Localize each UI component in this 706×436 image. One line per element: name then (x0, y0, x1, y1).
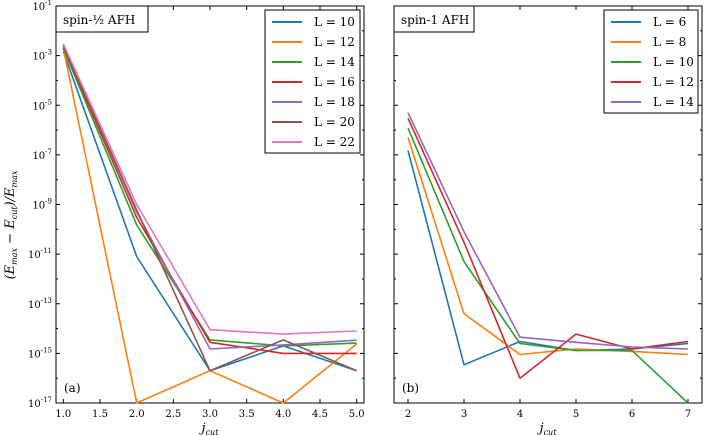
panel-a-series-line-7 (62, 43, 357, 335)
panel-a-x-tick-label: 2.5 (165, 409, 181, 420)
panel-b-legend-label: L = 14 (653, 95, 694, 109)
panel-a-legend-label: L = 20 (314, 115, 355, 129)
panel-b-x-tick-label: 2 (405, 409, 411, 420)
panel-a-y-tick-label: 10-17 (28, 396, 52, 410)
panel-a-series-group (62, 43, 358, 404)
panel-a-x-tick-label: 3.5 (239, 409, 255, 420)
panel-a-y-tick-label: 10-9 (32, 198, 52, 212)
panel-a-x-tick-label: 3.0 (202, 409, 218, 420)
panel-b-series-line-1 (407, 150, 689, 366)
panel-a-y-tick-label: 10-5 (32, 98, 52, 112)
panel-b-x-tick-label: 4 (517, 409, 523, 420)
panel-a-title: spin-½ AFH (63, 13, 135, 27)
panel-a-series-line-4 (62, 45, 357, 355)
panel-b-series-line-3 (407, 127, 689, 404)
panel-a-x-tick-label: 4.5 (312, 409, 328, 420)
panel-b-series-group (407, 112, 689, 404)
panel-a-series-line-3 (62, 47, 357, 347)
panel-a-x-axis-label: jcut (199, 421, 220, 436)
panel-b-label: (b) (402, 381, 419, 395)
panel-b-x-tick-label: 3 (461, 409, 467, 420)
panel-a-x-tick-label: 2.0 (129, 409, 145, 420)
panel-a-legend-label: L = 16 (314, 75, 355, 89)
panel-a-label: (a) (64, 381, 81, 395)
panel-a-legend-label: L = 14 (314, 55, 355, 69)
panel-b-series-line-2 (407, 137, 689, 356)
panel-a-x-tick-label: 1.5 (92, 409, 108, 420)
panel-b-x-tick-label: 6 (629, 409, 635, 420)
panel-b-x-axis-label: jcut (537, 421, 558, 436)
panel-a-legend: L = 10 L = 12 L = 14 L = 16 L = 18 L = 20 L = … (264, 9, 361, 154)
panel-a-y-tick-label: 10-11 (28, 247, 52, 261)
panel-a-y-tick-label: 10-7 (32, 148, 52, 162)
panel-a-y-tick-label: 10-13 (28, 297, 52, 311)
panel-b-x-tick-label: 7 (685, 409, 691, 420)
panel-b-series-line-5 (407, 112, 689, 350)
panel-a-x-tick-label: 5.0 (349, 409, 365, 420)
panel-b-legend-label: L = 10 (653, 55, 694, 69)
panel-a-legend-label: L = 12 (314, 35, 355, 49)
panel-b-legend-label: L = 12 (653, 75, 694, 89)
panel-a-y-tick-label: 10-1 (32, 0, 52, 13)
panel-b-x-tick-label: 5 (573, 409, 579, 420)
panel-a-y-tick-label: 10-15 (28, 346, 52, 360)
panel-a-legend-label: L = 18 (314, 95, 355, 109)
panel-a: 1.0 1.5 2.0 2.5 3.0 3.5 4.0 4.5 5.0 10-17 10-15 10-… (28, 0, 365, 436)
panel-a-y-tick-label: 10-3 (32, 49, 52, 63)
panel-b-legend-label: L = 6 (653, 15, 686, 29)
panel-b-legend: L = 6 L = 8 L = 10 L = 12 L = 14 (603, 9, 699, 114)
panel-b-legend-label: L = 8 (653, 35, 686, 49)
panel-a-legend-label: L = 10 (314, 15, 355, 29)
panel-a-x-tick-label: 4.0 (275, 409, 291, 420)
panel-a-title-box: spin-½ AFH (55, 5, 149, 33)
panel-a-x-tick-label: 1.0 (55, 409, 71, 420)
panel-a-series-line-6 (62, 45, 358, 372)
panel-b-title-box: spin-1 AFH (393, 5, 475, 33)
panel-a-legend-label: L = 22 (314, 135, 355, 149)
panel-b-title: spin-1 AFH (401, 13, 469, 27)
y-axis-label: (Emax − Ecut)/Emax (3, 170, 19, 279)
